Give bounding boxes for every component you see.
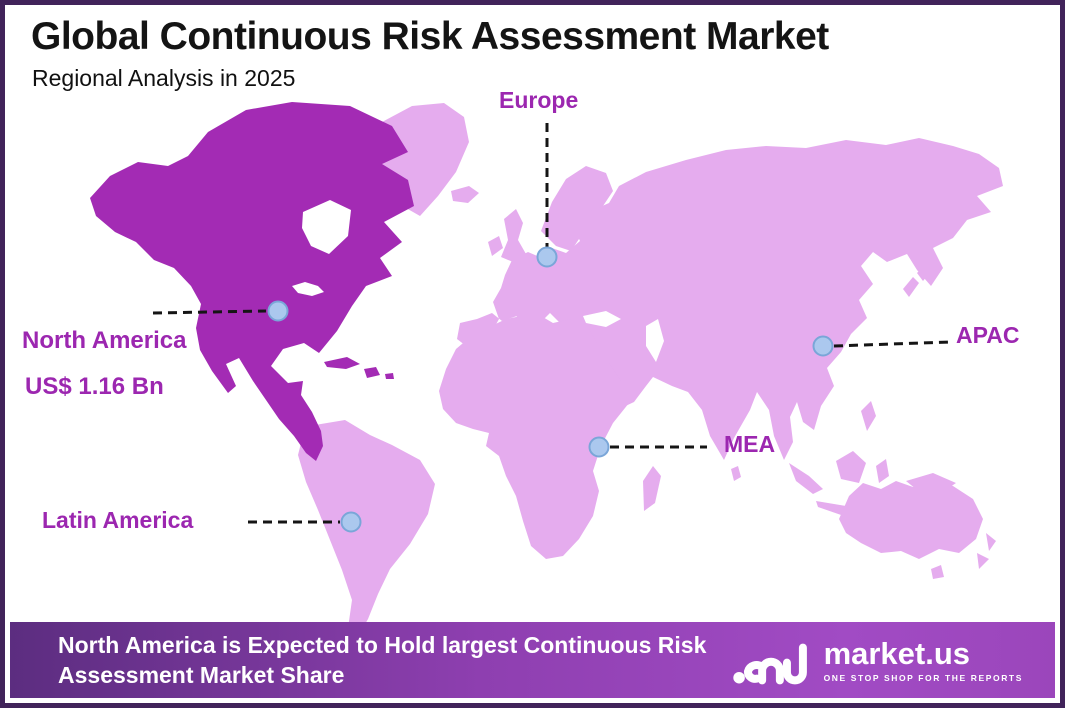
marker-mea (588, 436, 610, 458)
region-label-mea: MEA (724, 431, 776, 457)
market-us-logo-icon (732, 643, 807, 685)
continent-eurasia (457, 138, 1003, 516)
marker-latin-america (340, 511, 362, 533)
region-value-north-america: US$ 1.16 Bn (25, 373, 164, 400)
continent-south-america (298, 420, 435, 633)
region-label-latin-america: Latin America (42, 507, 194, 533)
page-subtitle: Regional Analysis in 2025 (32, 65, 296, 91)
footer-headline: North America is Expected to Hold larges… (58, 631, 707, 688)
region-label-europe: Europe (499, 87, 579, 113)
continent-australia (839, 473, 996, 579)
brand-logo: market.us ONE STOP SHOP FOR THE REPORTS (732, 632, 1023, 688)
region-label-north-america: North America (22, 327, 187, 354)
page-title: Global Continuous Risk Assessment Market (31, 15, 829, 58)
continent-north-america-highlighted (90, 102, 414, 461)
marker-north-america (267, 300, 289, 322)
world-map (90, 102, 1003, 633)
marker-europe (536, 246, 558, 268)
leader-line-apac (833, 340, 951, 348)
marker-apac (812, 335, 834, 357)
logo-brand-text: market.us (823, 635, 971, 671)
region-label-apac: APAC (956, 322, 1020, 348)
continent-africa (439, 313, 661, 559)
leader-line-north-america (152, 309, 267, 315)
footer-banner: North America is Expected to Hold larges… (10, 622, 1055, 698)
logo-text-block: market.us ONE STOP SHOP FOR THE REPORTS (824, 638, 1023, 683)
logo-tagline-text: ONE STOP SHOP FOR THE REPORTS (823, 672, 1023, 683)
